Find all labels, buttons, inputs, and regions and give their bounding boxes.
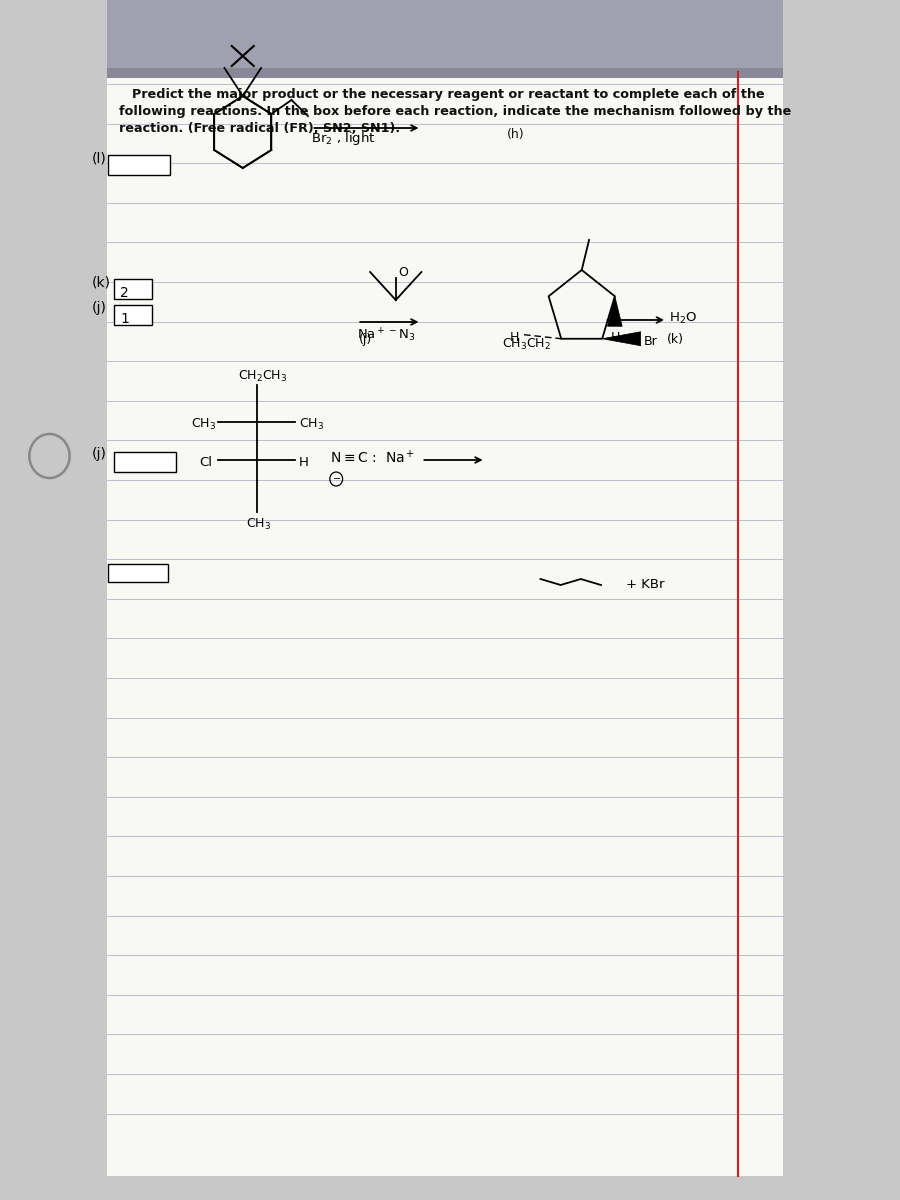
Text: + KBr: + KBr [626,578,664,592]
Text: 1: 1 [120,312,129,326]
Bar [107,0,783,72]
Text: (k): (k) [92,275,111,289]
Bar [108,155,170,175]
Text: H: H [610,331,619,344]
Text: following reactions. In the box before each reaction, indicate the mechanism fol: following reactions. In the box before e… [119,104,791,118]
Bar [108,564,167,582]
Text: (h): (h) [507,128,525,140]
Text: Predict the major product or the necessary reagent or reactant to complete each : Predict the major product or the necessa… [132,88,764,101]
Text: O: O [399,266,409,278]
Text: (j): (j) [359,332,373,346]
Text: Na$^+$$^-$N$_3$: Na$^+$$^-$N$_3$ [357,328,416,344]
Text: $\mathrm{CH_3}$: $\mathrm{CH_3}$ [191,416,216,432]
Text: H$_2$O: H$_2$O [669,311,697,326]
Text: N$\equiv$C :  Na$^+$: N$\equiv$C : Na$^+$ [329,449,415,466]
Text: (k): (k) [667,332,684,346]
Text: $\mathrm{CH_2CH_3}$: $\mathrm{CH_2CH_3}$ [238,370,287,384]
Bar [113,452,176,472]
Text: $\mathrm{CH_3}$: $\mathrm{CH_3}$ [246,517,271,532]
Polygon shape [608,296,622,326]
Text: −: − [334,474,342,484]
Text: $\mathrm{CH_3CH_2}$: $\mathrm{CH_3CH_2}$ [502,337,551,352]
Text: H: H [510,331,519,343]
Text: (j): (j) [92,301,106,314]
Text: Br: Br [644,335,657,348]
Text: reaction. (Free radical (FR), SN2, SN1).: reaction. (Free radical (FR), SN2, SN1). [119,121,400,134]
Bar [107,24,783,1176]
Bar [113,305,152,325]
Text: H: H [299,456,309,469]
Polygon shape [602,331,641,346]
Bar [107,68,783,78]
Text: (l): (l) [92,151,106,164]
Text: 2: 2 [120,286,129,300]
Text: Br$_2$ , light: Br$_2$ , light [311,130,376,146]
Bar [113,278,152,299]
Text: (j): (j) [92,446,106,461]
Text: Cl: Cl [200,456,212,469]
Text: $\mathrm{CH_3}$: $\mathrm{CH_3}$ [299,416,324,432]
